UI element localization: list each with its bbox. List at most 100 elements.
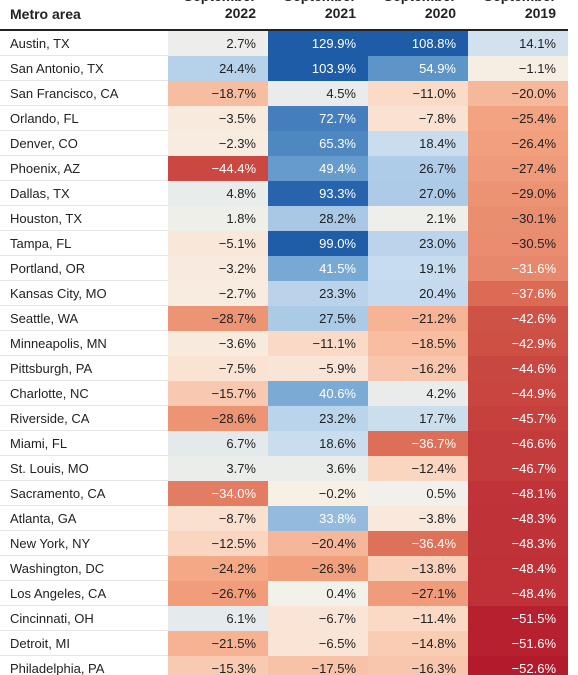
table-row: Charlotte, NC −15.7% 40.6% 4.2% −44.9% bbox=[0, 381, 568, 407]
value-cell: −7.5% bbox=[168, 356, 268, 381]
value-cell: −48.3% bbox=[468, 506, 568, 531]
value-cell: 0.4% bbox=[268, 581, 368, 606]
value-cell: −7.8% bbox=[368, 106, 468, 131]
table-row: Houston, TX 1.8% 28.2% 2.1% −30.1% bbox=[0, 206, 568, 232]
value-cell: 27.0% bbox=[368, 181, 468, 206]
value-cell: −26.4% bbox=[468, 131, 568, 156]
table-row: Pittsburgh, PA −7.5% −5.9% −16.2% −44.6% bbox=[0, 356, 568, 382]
table-row: Austin, TX 2.7% 129.9% 108.8% 14.1% bbox=[0, 31, 568, 57]
metro-name: San Francisco, CA bbox=[0, 81, 168, 106]
value-cell: 3.7% bbox=[168, 456, 268, 481]
value-cell: 20.4% bbox=[368, 281, 468, 306]
value-cell: −24.2% bbox=[168, 556, 268, 581]
value-cell: −36.4% bbox=[368, 531, 468, 556]
value-cell: −15.7% bbox=[168, 381, 268, 406]
value-cell: −11.4% bbox=[368, 606, 468, 631]
value-cell: −16.3% bbox=[368, 656, 468, 675]
value-cell: 6.1% bbox=[168, 606, 268, 631]
table-row: Tampa, FL −5.1% 99.0% 23.0% −30.5% bbox=[0, 231, 568, 257]
value-cell: −48.1% bbox=[468, 481, 568, 506]
metro-name: Philadelphia, PA bbox=[0, 656, 168, 675]
table-row: Orlando, FL −3.5% 72.7% −7.8% −25.4% bbox=[0, 106, 568, 132]
value-cell: −6.5% bbox=[268, 631, 368, 656]
table-row: Seattle, WA −28.7% 27.5% −21.2% −42.6% bbox=[0, 306, 568, 332]
header-month: September bbox=[268, 0, 356, 4]
table-row: Philadelphia, PA −15.3% −17.5% −16.3% −52.6% bbox=[0, 656, 568, 675]
metro-name: Kansas City, MO bbox=[0, 281, 168, 306]
value-cell: −15.3% bbox=[168, 656, 268, 675]
value-cell: 1.8% bbox=[168, 206, 268, 231]
value-cell: −44.6% bbox=[468, 356, 568, 381]
value-cell: 93.3% bbox=[268, 181, 368, 206]
value-cell: −3.5% bbox=[168, 106, 268, 131]
table-row: Denver, CO −2.3% 65.3% 18.4% −26.4% bbox=[0, 131, 568, 157]
value-cell: −16.2% bbox=[368, 356, 468, 381]
value-cell: −44.4% bbox=[168, 156, 268, 181]
value-cell: 2.7% bbox=[168, 31, 268, 56]
metro-name: Dallas, TX bbox=[0, 181, 168, 206]
value-cell: −20.0% bbox=[468, 81, 568, 106]
metro-name: Atlanta, GA bbox=[0, 506, 168, 531]
value-cell: 14.1% bbox=[468, 31, 568, 56]
metro-name: Riverside, CA bbox=[0, 406, 168, 431]
table-row: Kansas City, MO −2.7% 23.3% 20.4% −37.6% bbox=[0, 281, 568, 307]
value-cell: −21.5% bbox=[168, 631, 268, 656]
table-row: Riverside, CA −28.6% 23.2% 17.7% −45.7% bbox=[0, 406, 568, 432]
value-cell: −34.0% bbox=[168, 481, 268, 506]
value-cell: 103.9% bbox=[268, 56, 368, 81]
value-cell: −2.7% bbox=[168, 281, 268, 306]
table-row: St. Louis, MO 3.7% 3.6% −12.4% −46.7% bbox=[0, 456, 568, 482]
value-cell: −52.6% bbox=[468, 656, 568, 675]
value-cell: 6.7% bbox=[168, 431, 268, 456]
table-row: Detroit, MI −21.5% −6.5% −14.8% −51.6% bbox=[0, 631, 568, 657]
metro-name: Portland, OR bbox=[0, 256, 168, 281]
value-cell: −37.6% bbox=[468, 281, 568, 306]
value-cell: −27.1% bbox=[368, 581, 468, 606]
value-cell: −8.7% bbox=[168, 506, 268, 531]
value-cell: 49.4% bbox=[268, 156, 368, 181]
value-cell: −12.5% bbox=[168, 531, 268, 556]
header-year: 2020 bbox=[424, 5, 456, 21]
value-cell: −26.3% bbox=[268, 556, 368, 581]
value-cell: −5.1% bbox=[168, 231, 268, 256]
table-row: Dallas, TX 4.8% 93.3% 27.0% −29.0% bbox=[0, 181, 568, 207]
value-cell: 28.2% bbox=[268, 206, 368, 231]
metro-name: Denver, CO bbox=[0, 131, 168, 156]
table-row: Miami, FL 6.7% 18.6% −36.7% −46.6% bbox=[0, 431, 568, 457]
value-cell: −28.6% bbox=[168, 406, 268, 431]
metro-name: San Antonio, TX bbox=[0, 56, 168, 81]
metro-name: Sacramento, CA bbox=[0, 481, 168, 506]
value-cell: −12.4% bbox=[368, 456, 468, 481]
value-cell: −28.7% bbox=[168, 306, 268, 331]
value-cell: 23.2% bbox=[268, 406, 368, 431]
value-cell: −30.1% bbox=[468, 206, 568, 231]
value-cell: 40.6% bbox=[268, 381, 368, 406]
value-cell: −42.9% bbox=[468, 331, 568, 356]
value-cell: 4.5% bbox=[268, 81, 368, 106]
table-row: New York, NY −12.5% −20.4% −36.4% −48.3% bbox=[0, 531, 568, 557]
value-cell: 23.3% bbox=[268, 281, 368, 306]
header-year: 2019 bbox=[524, 5, 556, 21]
value-cell: 4.2% bbox=[368, 381, 468, 406]
metro-name: Pittsburgh, PA bbox=[0, 356, 168, 381]
value-cell: 72.7% bbox=[268, 106, 368, 131]
table-row: San Francisco, CA −18.7% 4.5% −11.0% −20.0% bbox=[0, 81, 568, 107]
value-cell: −46.7% bbox=[468, 456, 568, 481]
table-row: Portland, OR −3.2% 41.5% 19.1% −31.6% bbox=[0, 256, 568, 282]
value-cell: −42.6% bbox=[468, 306, 568, 331]
metro-name: Orlando, FL bbox=[0, 106, 168, 131]
value-cell: −20.4% bbox=[268, 531, 368, 556]
value-cell: −48.4% bbox=[468, 581, 568, 606]
metro-name: Houston, TX bbox=[0, 206, 168, 231]
value-cell: 65.3% bbox=[268, 131, 368, 156]
value-cell: −51.6% bbox=[468, 631, 568, 656]
metro-name: St. Louis, MO bbox=[0, 456, 168, 481]
value-cell: −18.5% bbox=[368, 331, 468, 356]
value-cell: −3.8% bbox=[368, 506, 468, 531]
value-cell: −11.1% bbox=[268, 331, 368, 356]
metro-name: Washington, DC bbox=[0, 556, 168, 581]
value-cell: 19.1% bbox=[368, 256, 468, 281]
value-cell: −30.5% bbox=[468, 231, 568, 256]
value-cell: 54.9% bbox=[368, 56, 468, 81]
